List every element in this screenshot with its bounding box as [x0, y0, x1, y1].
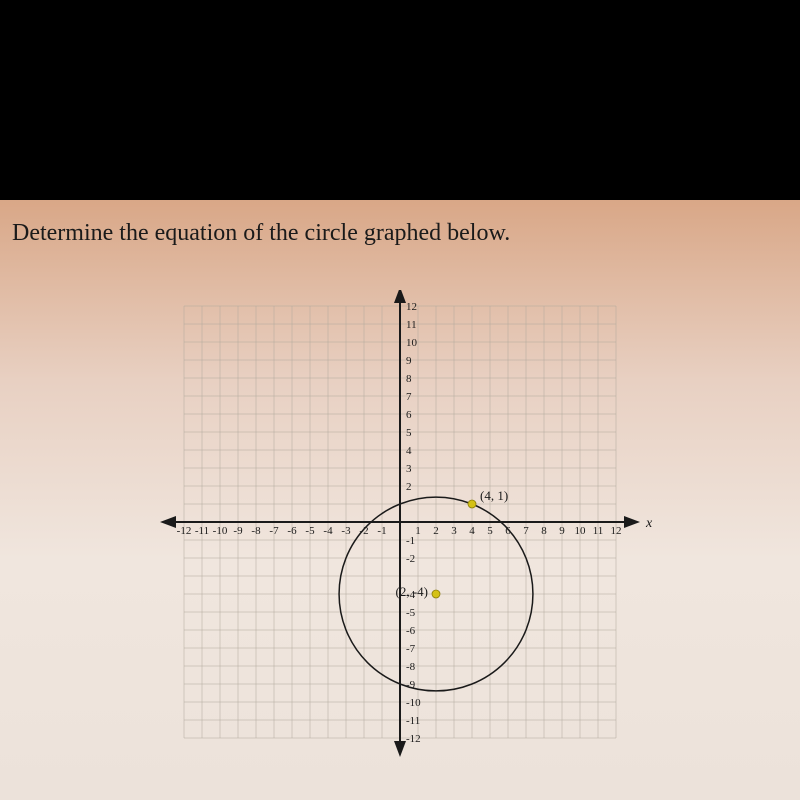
svg-text:10: 10	[575, 525, 587, 537]
svg-text:-8: -8	[406, 661, 416, 673]
svg-text:-7: -7	[269, 525, 279, 537]
svg-text:-10: -10	[406, 697, 421, 709]
svg-text:7: 7	[406, 391, 412, 403]
svg-text:-12: -12	[406, 733, 421, 745]
svg-text:-6: -6	[406, 625, 416, 637]
svg-text:(4, 1): (4, 1)	[480, 488, 508, 503]
svg-text:2: 2	[433, 525, 439, 537]
question-text: Determine the equation of the circle gra…	[12, 220, 510, 247]
svg-text:7: 7	[523, 525, 529, 537]
svg-text:-11: -11	[195, 525, 209, 537]
svg-text:3: 3	[451, 525, 457, 537]
svg-text:9: 9	[559, 525, 565, 537]
svg-text:11: 11	[593, 525, 604, 537]
svg-text:-2: -2	[359, 525, 368, 537]
question-panel: Determine the equation of the circle gra…	[0, 200, 800, 800]
svg-text:-12: -12	[177, 525, 192, 537]
svg-text:-3: -3	[341, 525, 351, 537]
svg-text:-9: -9	[233, 525, 243, 537]
svg-text:-6: -6	[287, 525, 297, 537]
svg-text:9: 9	[406, 355, 412, 367]
svg-text:5: 5	[487, 525, 493, 537]
svg-text:12: 12	[406, 301, 417, 313]
svg-text:1: 1	[415, 525, 421, 537]
svg-text:-8: -8	[251, 525, 261, 537]
svg-text:-10: -10	[213, 525, 228, 537]
svg-text:11: 11	[406, 319, 417, 331]
svg-text:5: 5	[406, 427, 412, 439]
svg-text:-11: -11	[406, 715, 420, 727]
coordinate-chart: -12-11-10-9-8-7-6-5-4-3-2-11234567891011…	[120, 290, 680, 770]
svg-text:-1: -1	[377, 525, 386, 537]
svg-text:4: 4	[469, 525, 475, 537]
svg-text:8: 8	[541, 525, 547, 537]
svg-text:6: 6	[406, 409, 412, 421]
svg-text:2: 2	[406, 481, 412, 493]
svg-text:10: 10	[406, 337, 418, 349]
graph-container: -12-11-10-9-8-7-6-5-4-3-2-11234567891011…	[120, 290, 680, 770]
svg-text:-5: -5	[305, 525, 315, 537]
svg-text:4: 4	[406, 445, 412, 457]
svg-text:-4: -4	[323, 525, 333, 537]
svg-text:x: x	[645, 516, 653, 531]
svg-text:12: 12	[611, 525, 622, 537]
svg-text:3: 3	[406, 463, 412, 475]
svg-text:-7: -7	[406, 643, 416, 655]
svg-text:(2, -4): (2, -4)	[396, 584, 429, 599]
svg-text:-2: -2	[406, 553, 415, 565]
svg-text:8: 8	[406, 373, 412, 385]
svg-text:-1: -1	[406, 535, 415, 547]
svg-text:-5: -5	[406, 607, 416, 619]
